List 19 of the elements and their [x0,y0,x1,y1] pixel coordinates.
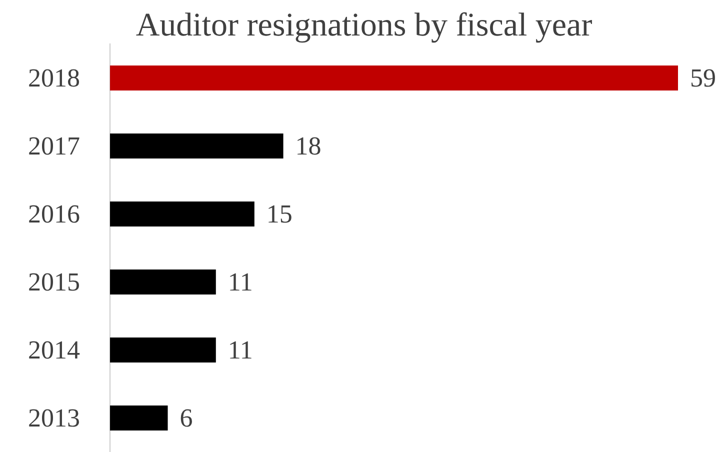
data-label: 6 [180,404,193,432]
bar [110,202,254,226]
data-label: 11 [228,268,253,296]
bar [110,270,216,294]
data-label: 59 [690,64,716,92]
chart-title: Auditor resignations by fiscal year [136,8,592,44]
y-tick-label: 2015 [28,268,80,296]
y-tick-label: 2013 [28,404,80,432]
bar [110,66,678,90]
data-label: 18 [295,132,322,160]
y-tick-label: 2017 [28,132,80,160]
y-tick-label: 2016 [28,200,80,228]
y-tick-label: 2014 [28,336,80,364]
y-tick-label: 2018 [28,64,80,92]
bar [110,134,284,158]
bar [110,338,216,362]
data-label: 11 [228,336,253,364]
data-label: 15 [266,200,292,228]
bar [110,406,168,430]
